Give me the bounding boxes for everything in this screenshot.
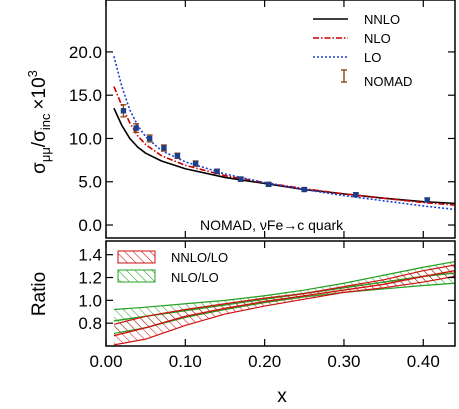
x-tick-label: 0.40 [407, 352, 440, 371]
ylabel-sub-den: inc [38, 113, 53, 130]
main-panel: 0.05.010.015.020.0 σμμ/σinc×103 NOMAD, ν… [25, 0, 455, 238]
nomad-point [301, 187, 307, 192]
bottom-y-tick-label: 1.2 [78, 269, 102, 288]
nomad-marker [161, 145, 166, 150]
nomad-point [193, 161, 199, 166]
bottom-y-tick-label: 1.0 [78, 291, 102, 310]
legend-swatch-nnlo-lo [118, 251, 155, 263]
top-y-axis-title: σμμ/σinc×103 [25, 70, 53, 174]
nomad-marker [302, 187, 307, 192]
top-y-ticks: 0.0 5.0 10.0 15.0 20.0 [69, 0, 455, 238]
legend-label-nnlo-lo: NNLO/LO [171, 250, 228, 265]
ratio-panel: 0.8 1.0 1.2 1.4 0.00 0.10 0.20 0.30 0.40 Ratio x… [29, 241, 455, 407]
x-tick-label: 0.00 [89, 352, 122, 371]
nomad-point [120, 105, 126, 117]
nomad-point [214, 169, 220, 174]
nomad-point [174, 153, 180, 158]
top-panel-frame [106, 0, 455, 238]
nomad-marker [353, 192, 358, 197]
nomad-marker [133, 125, 138, 130]
nomad-marker [238, 176, 243, 181]
nomad-point [238, 176, 244, 181]
top-legend: NNLO NLO LO NOMAD [313, 12, 412, 89]
nomad-point [424, 197, 430, 202]
series-line-nnlo [114, 108, 455, 203]
x-axis-title: x [277, 386, 287, 407]
nomad-marker [214, 169, 219, 174]
panel-annotation: NOMAD, νFe→c quark [200, 217, 344, 233]
bottom-y-axis-title: Ratio [29, 272, 50, 316]
legend-label-nomad: NOMAD [364, 74, 412, 89]
x-tick-label: 0.10 [169, 352, 202, 371]
nomad-point [353, 192, 359, 197]
top-y-tick-label: 15.0 [69, 86, 102, 105]
top-y-tick-label: 20.0 [69, 43, 102, 62]
x-tick-label: 0.30 [327, 352, 360, 371]
ylabel-sigma: σ [29, 162, 50, 174]
ylabel-sub-num: μμ [38, 147, 53, 162]
bottom-y-tick-label: 1.4 [78, 246, 102, 265]
bottom-y-tick-label: 0.8 [78, 314, 102, 333]
nomad-marker [121, 108, 126, 113]
top-y-tick-label: 10.0 [69, 129, 102, 148]
nomad-point [266, 182, 272, 187]
top-y-tick-label: 5.0 [78, 173, 102, 192]
nomad-marker [147, 136, 152, 141]
nomad-marker [193, 161, 198, 166]
ylabel-exp: 3 [25, 70, 40, 77]
legend-label-nlo: NLO [364, 31, 391, 46]
bottom-legend: NNLO/LO NLO/LO [118, 250, 228, 285]
legend-swatch-nlo-lo [118, 270, 155, 282]
ylabel-times: ×10 [29, 77, 50, 109]
ylabel-sigma-2: σ [29, 130, 50, 142]
legend-label-nnlo: NNLO [364, 12, 400, 27]
legend-swatch-nomad [341, 70, 347, 82]
nomad-marker [266, 182, 271, 187]
legend-label-lo: LO [364, 50, 381, 65]
nomad-point [161, 145, 167, 151]
legend-label-nlo-lo: NLO/LO [171, 270, 219, 285]
nomad-marker [425, 197, 430, 202]
top-y-tick-label: 0.0 [78, 216, 102, 235]
nomad-point [147, 135, 153, 142]
bottom-plot-area [114, 262, 455, 345]
x-tick-label: 0.20 [248, 352, 281, 371]
nomad-marker [175, 153, 180, 158]
